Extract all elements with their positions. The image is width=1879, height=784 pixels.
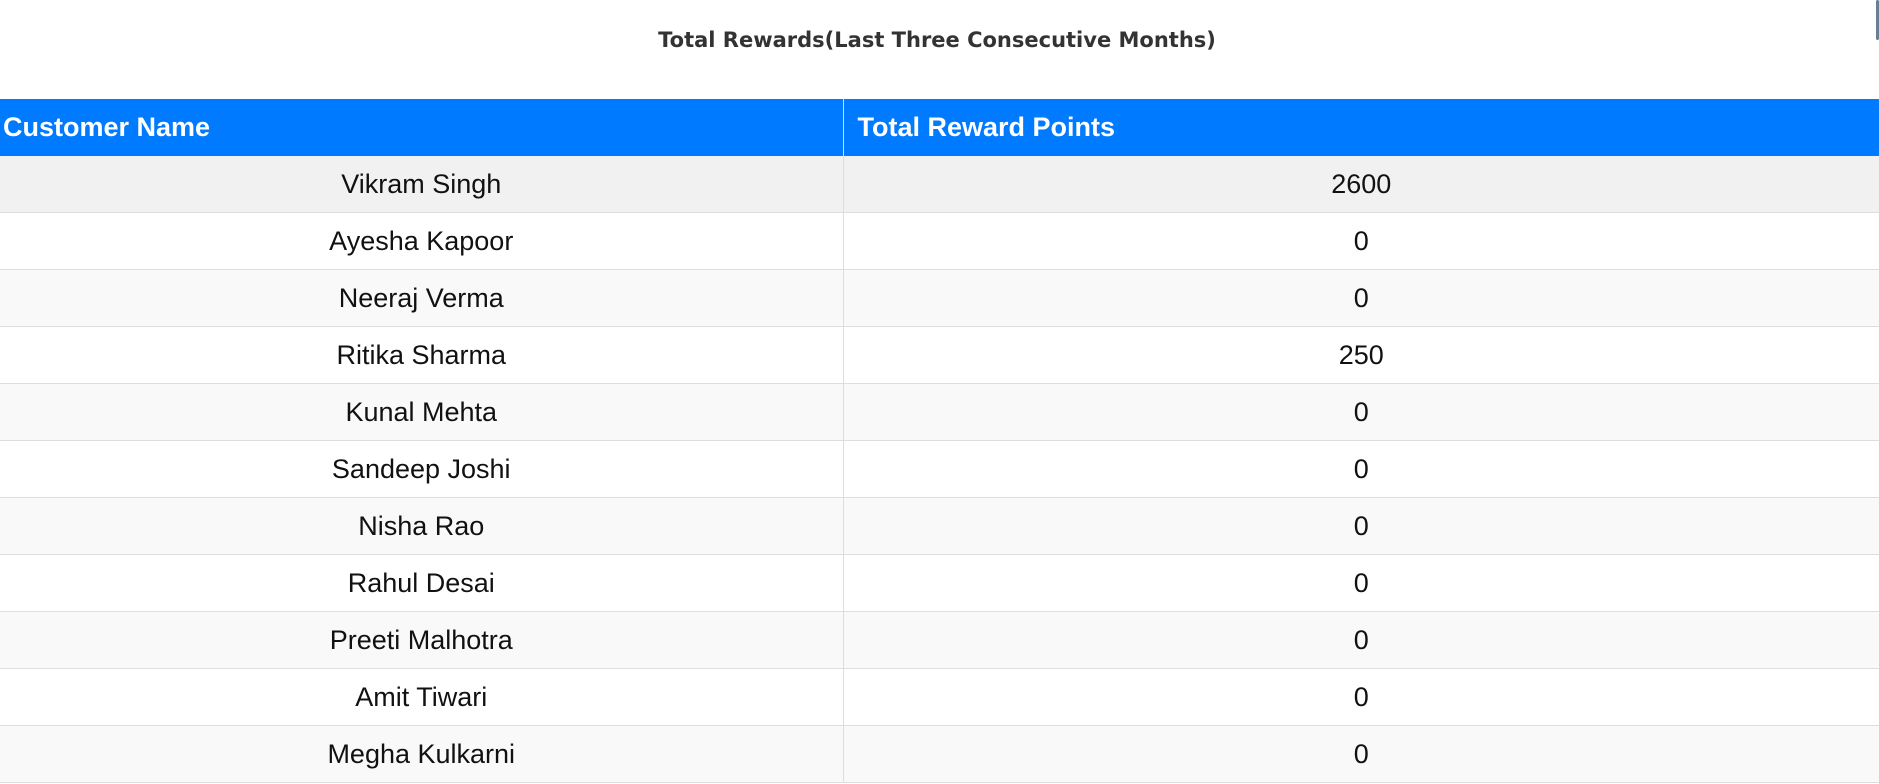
reward-points-cell: 2600 bbox=[843, 156, 1879, 213]
scrollbar-thumb[interactable] bbox=[1876, 0, 1879, 40]
table-row: Vikram Singh 2600 bbox=[0, 156, 1879, 213]
table-body: Vikram Singh 2600 Ayesha Kapoor 0 Neeraj… bbox=[0, 156, 1879, 783]
table-row: Ritika Sharma 250 bbox=[0, 326, 1879, 384]
table-row: Preeti Malhotra 0 bbox=[0, 611, 1879, 669]
customer-name-cell: Vikram Singh bbox=[0, 156, 844, 213]
reward-points-cell: 0 bbox=[843, 611, 1879, 669]
page-title: Total Rewards(Last Three Consecutive Mon… bbox=[658, 28, 1216, 52]
table-row: Kunal Mehta 0 bbox=[0, 383, 1879, 441]
customer-name-cell: Nisha Rao bbox=[0, 497, 844, 555]
reward-points-cell: 0 bbox=[843, 383, 1879, 441]
reward-points-cell: 0 bbox=[843, 668, 1879, 726]
customer-name-cell: Ritika Sharma bbox=[0, 326, 844, 384]
column-header-customer-name: Customer Name bbox=[0, 99, 844, 156]
rewards-table: Customer Name Total Reward Points Vikram… bbox=[0, 99, 1879, 783]
reward-points-cell: 250 bbox=[843, 326, 1879, 384]
customer-name-cell: Amit Tiwari bbox=[0, 668, 844, 726]
column-header-total-reward-points: Total Reward Points bbox=[843, 99, 1879, 156]
reward-points-cell: 0 bbox=[843, 725, 1879, 783]
table-row: Rahul Desai 0 bbox=[0, 554, 1879, 612]
reward-points-cell: 0 bbox=[843, 269, 1879, 327]
customer-name-cell: Sandeep Joshi bbox=[0, 440, 844, 498]
table-row: Sandeep Joshi 0 bbox=[0, 440, 1879, 498]
reward-points-cell: 0 bbox=[843, 440, 1879, 498]
customer-name-cell: Kunal Mehta bbox=[0, 383, 844, 441]
table-row: Ayesha Kapoor 0 bbox=[0, 212, 1879, 270]
reward-points-cell: 0 bbox=[843, 212, 1879, 270]
customer-name-cell: Neeraj Verma bbox=[0, 269, 844, 327]
table-header: Customer Name Total Reward Points bbox=[0, 99, 1879, 156]
table-row: Megha Kulkarni 0 bbox=[0, 725, 1879, 783]
customer-name-cell: Ayesha Kapoor bbox=[0, 212, 844, 270]
table-row: Amit Tiwari 0 bbox=[0, 668, 1879, 726]
customer-name-cell: Preeti Malhotra bbox=[0, 611, 844, 669]
table-header-row: Customer Name Total Reward Points bbox=[0, 99, 1879, 156]
table-row: Nisha Rao 0 bbox=[0, 497, 1879, 555]
reward-points-cell: 0 bbox=[843, 554, 1879, 612]
customer-name-cell: Rahul Desai bbox=[0, 554, 844, 612]
table-row: Neeraj Verma 0 bbox=[0, 269, 1879, 327]
reward-points-cell: 0 bbox=[843, 497, 1879, 555]
customer-name-cell: Megha Kulkarni bbox=[0, 725, 844, 783]
